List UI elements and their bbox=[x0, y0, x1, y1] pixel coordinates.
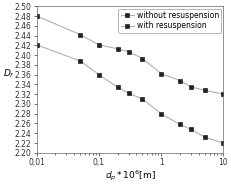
without resuspension bbox=[116, 48, 119, 50]
with resuspension bbox=[189, 128, 192, 130]
Line: without resuspension: without resuspension bbox=[35, 14, 225, 96]
without resuspension bbox=[203, 89, 206, 91]
with resuspension bbox=[127, 92, 130, 94]
without resuspension bbox=[35, 15, 38, 17]
Legend: without resuspension, with resuspension: without resuspension, with resuspension bbox=[118, 9, 221, 33]
with resuspension bbox=[35, 44, 38, 46]
without resuspension bbox=[79, 33, 82, 36]
with resuspension bbox=[160, 113, 163, 115]
with resuspension bbox=[141, 98, 144, 100]
with resuspension bbox=[203, 136, 206, 138]
with resuspension bbox=[222, 142, 225, 144]
without resuspension bbox=[127, 51, 130, 53]
with resuspension bbox=[179, 123, 181, 126]
without resuspension bbox=[189, 86, 192, 88]
without resuspension bbox=[222, 93, 225, 95]
with resuspension bbox=[97, 73, 100, 76]
with resuspension bbox=[79, 60, 82, 62]
Y-axis label: $D_f$: $D_f$ bbox=[3, 67, 15, 80]
without resuspension bbox=[141, 57, 144, 60]
without resuspension bbox=[160, 73, 163, 75]
without resuspension bbox=[179, 79, 181, 82]
with resuspension bbox=[116, 86, 119, 89]
Line: with resuspension: with resuspension bbox=[35, 43, 225, 145]
X-axis label: $d_p*10^6$[m]: $d_p*10^6$[m] bbox=[105, 169, 155, 183]
without resuspension bbox=[97, 44, 100, 46]
